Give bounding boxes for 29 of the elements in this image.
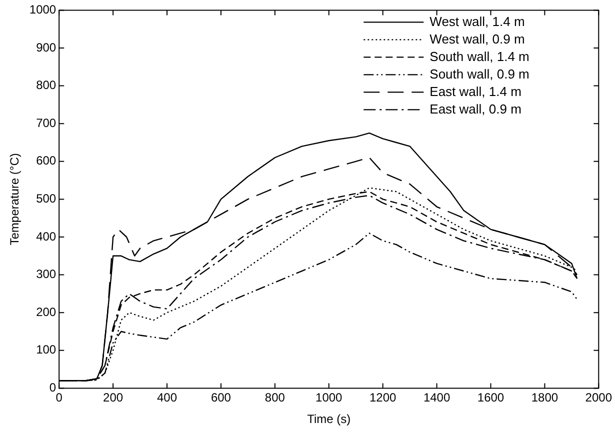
legend-label: East wall, 1.4 m <box>430 84 522 99</box>
y-tick-label: 400 <box>36 229 56 244</box>
x-tick-label: 2000 <box>585 390 612 405</box>
y-tick-label: 300 <box>36 267 56 282</box>
legend-label: West wall, 1.4 m <box>430 14 525 29</box>
y-tick-label: 100 <box>36 342 56 357</box>
x-tick-label: 400 <box>156 390 178 405</box>
y-tick-label: 600 <box>36 154 56 168</box>
y-tick-label: 1000 <box>29 2 56 17</box>
x-tick-label: 200 <box>103 390 124 405</box>
y-tick-label: 800 <box>36 78 56 92</box>
x-tick-label: 1200 <box>369 390 396 405</box>
x-axis-title: Time (s) <box>307 412 351 426</box>
y-tick-label: 0 <box>49 380 56 395</box>
x-tick-label: 1400 <box>423 390 450 405</box>
legend-label: West wall, 0.9 m <box>430 31 525 46</box>
y-tick-label: 200 <box>36 304 56 319</box>
legend-label: East wall, 0.9 m <box>430 101 522 116</box>
legend-label: South wall, 1.4 m <box>430 48 530 64</box>
x-tick-label: 1600 <box>477 390 504 405</box>
x-tick-label: 1800 <box>531 390 558 405</box>
x-tick-label: 800 <box>264 390 286 405</box>
y-tick-label: 500 <box>36 192 56 206</box>
x-tick-label: 1000 <box>316 390 343 405</box>
y-axis-title: Temperature (°C) <box>8 153 22 246</box>
y-tick-label: 900 <box>36 40 56 54</box>
x-tick-label: 600 <box>210 390 232 405</box>
y-tick-label: 700 <box>36 116 56 130</box>
legend-label: South wall, 0.9 m <box>430 66 530 82</box>
